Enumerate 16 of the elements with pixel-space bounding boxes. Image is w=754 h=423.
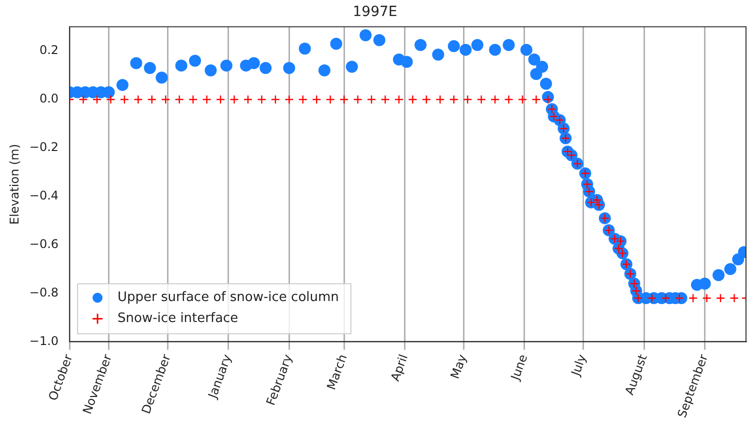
y-tick-label: −0.2	[29, 140, 59, 154]
y-tick-label: 0.0	[39, 92, 59, 106]
x-tick-label: May	[448, 352, 470, 381]
y-tick-label: −0.8	[29, 285, 59, 300]
y-tick-label: −0.6	[29, 236, 59, 251]
y-tick-label: −1.0	[29, 334, 59, 348]
x-tick-label: March	[324, 352, 350, 392]
legend-label: Upper surface of snow-ice column	[118, 290, 339, 306]
legend-label: Snow-ice interface	[118, 311, 238, 326]
y-tick-label: −0.4	[29, 188, 59, 203]
chart-title: 1997E	[352, 4, 398, 20]
y-axis-title: Elevation (m)	[7, 144, 22, 225]
x-tick-label: April	[388, 352, 411, 384]
x-tick-label: June	[508, 352, 530, 383]
x-tick-label: July	[568, 352, 590, 379]
y-tick-label: 0.2	[39, 43, 59, 58]
